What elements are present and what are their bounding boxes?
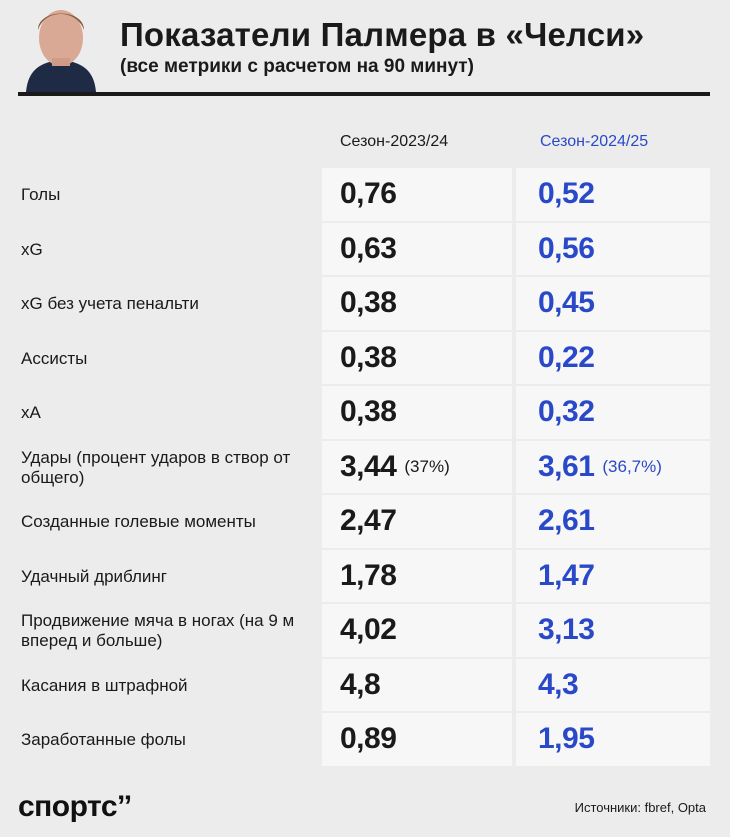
season2-value: 3,61: [538, 449, 595, 483]
source-note: Источники: fbref, Opta: [574, 800, 706, 815]
season2-value: 0,32: [538, 395, 595, 429]
season1-value-cell: 0,76: [322, 168, 512, 221]
season2-value-cell: 1,47: [516, 549, 710, 602]
page-title: Показатели Палмера в «Челси»: [120, 16, 645, 53]
season1-value: 0,38: [340, 340, 397, 374]
metric-label: Заработанные фолы: [18, 713, 318, 768]
table-row: xG без учета пенальти 0,38 0,45: [18, 277, 710, 332]
season1-value: 2,47: [340, 504, 397, 538]
table-row: Касания в штрафной 4,8 4,3: [18, 658, 710, 713]
metric-label: Удары (процент ударов в створ от общего): [18, 440, 318, 495]
table-row: Заработанные фолы 0,89 1,95: [18, 713, 710, 768]
season2-value: 0,56: [538, 231, 595, 265]
metric-label: xG: [18, 222, 318, 277]
metric-label: Созданные голевые моменты: [18, 495, 318, 550]
table-row: Голы 0,76 0,52: [18, 168, 710, 223]
season2-value-cell: 3,13: [516, 604, 710, 657]
season1-value: 0,38: [340, 286, 397, 320]
column-header-season-2: Сезон-2024/25: [540, 133, 649, 150]
season1-value: 0,76: [340, 177, 397, 211]
season2-value-cell: 0,22: [516, 331, 710, 384]
player-photo: [18, 0, 104, 92]
season2-value: 1,95: [538, 722, 595, 756]
table-row: Удары (процент ударов в створ от общего)…: [18, 440, 710, 495]
table-row: Созданные голевые моменты 2,47 2,61: [18, 495, 710, 550]
season2-value: 0,52: [538, 177, 595, 211]
season1-value: 0,38: [340, 395, 397, 429]
season2-value-cell: 4,3: [516, 658, 710, 711]
season1-value: 4,8: [340, 667, 381, 701]
season2-value-cell: 0,52: [516, 168, 710, 221]
season1-value-cell: 2,47: [322, 495, 512, 548]
season2-value: 3,13: [538, 613, 595, 647]
metric-label: xA: [18, 386, 318, 441]
table-row: xG 0,63 0,56: [18, 222, 710, 277]
season2-value-percent: (36,7%): [602, 456, 662, 476]
metric-label: Голы: [18, 168, 318, 223]
metric-label: Ассисты: [18, 331, 318, 386]
season1-value-cell: 0,63: [322, 222, 512, 275]
season1-value-cell: 0,38: [322, 277, 512, 330]
stats-table: Голы 0,76 0,52 xG 0,63 0,56 xG без учета пенал…: [18, 168, 710, 768]
header-divider: [18, 92, 710, 96]
season2-value-cell: 0,45: [516, 277, 710, 330]
season2-value-cell: 0,32: [516, 386, 710, 439]
season2-value-cell: 1,95: [516, 713, 710, 766]
metric-label: Продвижение мяча в ногах (на 9 м вперед …: [18, 604, 318, 659]
metric-label: Касания в штрафной: [18, 658, 318, 713]
season1-value-cell: 0,89: [322, 713, 512, 766]
header: Показатели Палмера в «Челси» (все метрик…: [0, 0, 730, 96]
season2-value-cell: 3,61 (36,7%): [516, 440, 710, 493]
metric-label: Удачный дриблинг: [18, 549, 318, 604]
season1-value: 0,89: [340, 722, 397, 756]
season2-value: 0,45: [538, 286, 595, 320]
table-row: Удачный дриблинг 1,78 1,47: [18, 549, 710, 604]
season1-value: 4,02: [340, 613, 397, 647]
season2-value: 4,3: [538, 667, 579, 701]
season2-value: 0,22: [538, 340, 595, 374]
season1-value-cell: 4,8: [322, 658, 512, 711]
metric-label: xG без учета пенальти: [18, 277, 318, 332]
table-row: xA 0,38 0,32: [18, 386, 710, 441]
season1-value: 3,44: [340, 449, 397, 483]
table-row: Ассисты 0,38 0,22: [18, 331, 710, 386]
season1-value-cell: 3,44 (37%): [322, 440, 512, 493]
season1-value-percent: (37%): [404, 456, 450, 476]
season1-value-cell: 0,38: [322, 331, 512, 384]
page-subtitle: (все метрики с расчетом на 90 минут): [120, 56, 474, 77]
season2-value-cell: 0,56: [516, 222, 710, 275]
season1-value: 0,63: [340, 231, 397, 265]
season1-value-cell: 0,38: [322, 386, 512, 439]
table-row: Продвижение мяча в ногах (на 9 м вперед …: [18, 604, 710, 659]
column-header-season-1: Сезон-2023/24: [340, 133, 449, 150]
season2-value: 1,47: [538, 558, 595, 592]
season1-value: 1,78: [340, 558, 397, 592]
brand-logo: спортс’’: [18, 790, 132, 823]
season2-value-cell: 2,61: [516, 495, 710, 548]
season2-value: 2,61: [538, 504, 595, 538]
season1-value-cell: 1,78: [322, 549, 512, 602]
season1-value-cell: 4,02: [322, 604, 512, 657]
